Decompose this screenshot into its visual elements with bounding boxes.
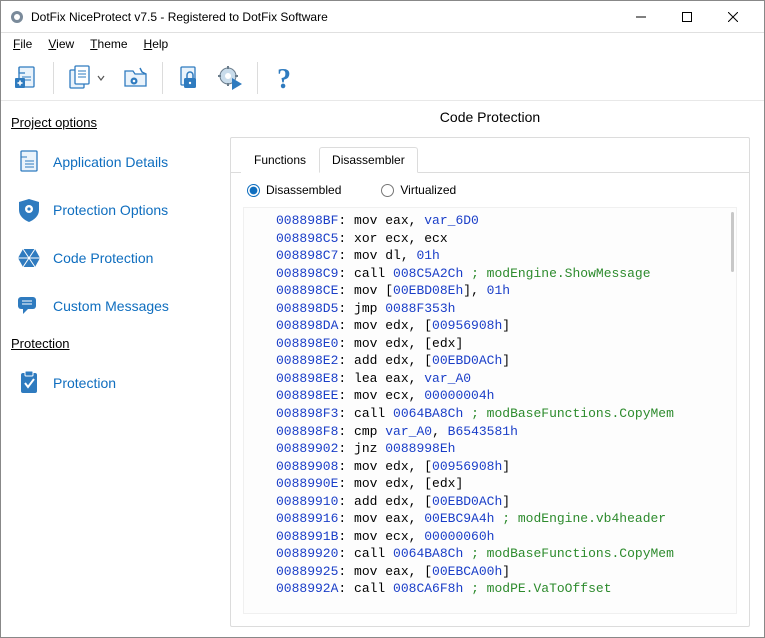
code-line: 008898E2: add edx, [00EBD0ACh] [276,352,728,370]
main-heading: Code Protection [230,109,750,125]
code-line: 008898BF: mov eax, var_6D0 [276,212,728,230]
code-line: 008898E0: mov edx, [edx] [276,335,728,353]
radio-virtualized[interactable]: Virtualized [381,183,456,197]
svg-text:?: ? [277,64,291,93]
panel: Functions Disassembler Disassembled Virt… [230,137,750,627]
nav-protection-options[interactable]: Protection Options [11,186,206,234]
tab-disassembler[interactable]: Disassembler [319,147,418,173]
side-group-project: Project options [11,115,206,130]
main-panel: Code Protection Functions Disassembler D… [216,101,764,637]
tb-copy-icon[interactable] [60,59,114,97]
nav-label: Protection [53,375,116,391]
nav-label: Protection Options [53,202,168,218]
tabs: Functions Disassembler [231,138,749,173]
menu-theme[interactable]: Theme [84,35,133,53]
nav-code-protection[interactable]: Code Protection [11,234,206,282]
tab-functions[interactable]: Functions [241,147,319,173]
code-line: 008898F8: cmp var_A0, B6543581h [276,423,728,441]
document-icon [15,148,43,176]
menu-file[interactable]: File [7,35,38,53]
titlebar: DotFix NiceProtect v7.5 - Registered to … [1,1,764,33]
code-line: 008898C5: xor ecx, ecx [276,230,728,248]
content: Project options Application Details Prot… [1,101,764,637]
code-line: 008898D5: jmp 0088F353h [276,300,728,318]
code-listing[interactable]: 008898BF: mov eax, var_6D0008898C5: xor … [243,207,737,614]
tb-lock-icon[interactable] [169,59,209,97]
tb-folder-gear-icon[interactable] [116,59,156,97]
code-line: 00889916: mov eax, 00EBC9A4h ; modEngine… [276,510,728,528]
side-group-protection: Protection [11,336,206,351]
clipboard-check-icon [15,369,43,397]
code-line: 00889910: add edx, [00EBD0ACh] [276,493,728,511]
menubar: File View Theme Help [1,33,764,55]
close-button[interactable] [710,1,756,33]
toolbar-separator [53,62,54,94]
tb-play-gear-icon[interactable] [211,59,251,97]
tb-new-icon[interactable] [7,59,47,97]
nav-label: Application Details [53,154,168,170]
nav-label: Code Protection [53,250,153,266]
gear-shield-icon [15,196,43,224]
code-line: 008898EE: mov ecx, 00000004h [276,387,728,405]
menu-view[interactable]: View [42,35,80,53]
chevron-down-icon [97,74,105,82]
code-line: 00889902: jnz 0088998Eh [276,440,728,458]
nav-label: Custom Messages [53,298,169,314]
radio-disassembled[interactable]: Disassembled [247,183,341,197]
code-line: 00889920: call 0064BA8Ch ; modBaseFuncti… [276,545,728,563]
toolbar: ? [1,55,764,101]
code-line: 008898C7: mov dl, 01h [276,247,728,265]
code-line: 00889925: mov eax, [00EBCA00h] [276,563,728,581]
code-line: 008898DA: mov edx, [00956908h] [276,317,728,335]
code-line: 0088992A: call 008CA6F8h ; modPE.VaToOff… [276,580,728,598]
code-line: 008898C9: call 008C5A2Ch ; modEngine.Sho… [276,265,728,283]
window-title: DotFix NiceProtect v7.5 - Registered to … [31,10,618,24]
toolbar-separator [257,62,258,94]
code-line: 008898F3: call 0064BA8Ch ; modBaseFuncti… [276,405,728,423]
nav-protection[interactable]: Protection [11,359,206,407]
nav-app-details[interactable]: Application Details [11,138,206,186]
hex-icon [15,244,43,272]
minimize-button[interactable] [618,1,664,33]
chat-icon [15,292,43,320]
tb-help-icon[interactable]: ? [264,59,304,97]
maximize-button[interactable] [664,1,710,33]
code-line: 0088991B: mov ecx, 00000060h [276,528,728,546]
app-icon [9,9,25,25]
nav-custom-messages[interactable]: Custom Messages [11,282,206,330]
code-line: 00889908: mov edx, [00956908h] [276,458,728,476]
code-line: 008898E8: lea eax, var_A0 [276,370,728,388]
sidebar: Project options Application Details Prot… [1,101,216,637]
code-line: 0088990E: mov edx, [edx] [276,475,728,493]
code-line: 008898CE: mov [00EBD08Eh], 01h [276,282,728,300]
radio-row: Disassembled Virtualized [231,173,749,207]
menu-help[interactable]: Help [138,35,175,53]
toolbar-separator [162,62,163,94]
scroll-indicator[interactable] [731,212,734,272]
